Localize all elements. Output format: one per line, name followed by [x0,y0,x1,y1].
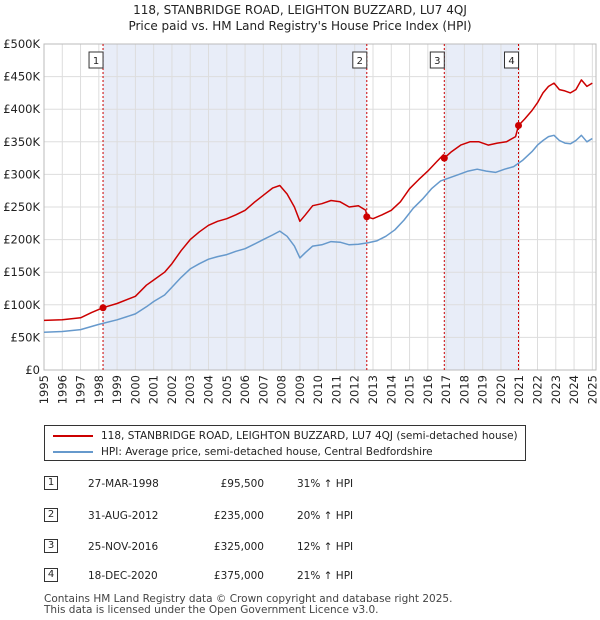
footer-copyright: Contains HM Land Registry data © Crown c… [44,593,453,605]
transaction-date: 25-NOV-2016 [88,541,159,553]
chart-legend: 118, STANBRIDGE ROAD, LEIGHTON BUZZARD, … [44,425,526,461]
price-chart: £0 £50K £100K £150K £200K £250K £300K £350K £400… [3,37,599,404]
x-tick-label: 2009 [293,375,307,404]
sale-marker-label: 3 [434,56,440,67]
x-tick-label: 2025 [585,375,599,404]
legend-item-property: 118, STANBRIDGE ROAD, LEIGHTON BUZZARD, … [53,428,518,444]
y-tick-label: £350K [3,135,40,149]
x-tick-label: 1996 [55,375,69,404]
transaction-date: 27-MAR-1998 [88,478,159,490]
y-tick-label: £50K [11,330,41,344]
sale-point [99,304,107,312]
sale-point [363,213,371,221]
chart-title-line1: 118, STANBRIDGE ROAD, LEIGHTON BUZZARD, … [133,3,467,17]
transaction-hpi: 21% ↑ HPI [297,570,354,582]
transaction-hpi: 20% ↑ HPI [297,510,354,522]
x-tick-label: 2010 [311,375,325,404]
legend-swatch-hpi [53,451,93,453]
y-tick-label: £250K [3,200,40,214]
series-line-hpi [43,134,593,333]
transaction-hpi: 31% ↑ HPI [297,478,354,490]
footer-licence: This data is licensed under the Open Gov… [44,604,379,616]
x-tick-label: 2012 [348,375,362,404]
transaction-row: 4 18-DEC-2020 £375,000 21% ↑ HPI [44,566,544,586]
series-line-property [43,79,593,322]
x-tick-label: 2014 [384,375,398,404]
legend-swatch-property [53,435,93,437]
x-tick-label: 2000 [128,375,142,404]
y-tick-label: £400K [3,102,40,116]
x-tick-label: 2004 [202,375,216,404]
x-tick-label: 1995 [37,375,51,404]
transaction-price: £235,000 [213,510,264,522]
transaction-date: 18-DEC-2020 [88,570,158,582]
x-tick-label: 2017 [439,375,453,404]
y-tick-label: £150K [3,265,40,279]
transaction-price: £95,500 [220,478,264,490]
x-tick-label: 2020 [494,375,508,404]
x-tick-label: 2018 [457,375,471,404]
plot-frame [43,43,597,371]
legend-item-hpi: HPI: Average price, semi-detached house,… [53,444,433,460]
sale-marker-box [88,51,104,69]
x-tick-label: 1998 [92,375,106,404]
transaction-badge: 4 [44,568,58,582]
transaction-price: £375,000 [213,570,264,582]
x-tick-label: 2007 [256,375,270,404]
sale-marker-label: 4 [508,56,514,67]
transaction-price: £325,000 [213,541,264,553]
y-tick-label: £100K [3,298,40,312]
sale-marker-box [504,51,520,69]
x-tick-label: 2013 [366,375,380,404]
legend-label-hpi: HPI: Average price, semi-detached house,… [101,446,433,458]
x-tick-label: 2021 [512,375,526,404]
x-tick-label: 2006 [238,375,252,404]
x-tick-label: 2022 [531,375,545,404]
transaction-hpi: 12% ↑ HPI [297,541,354,553]
y-tick-label: £450K [3,70,40,84]
transaction-row: 3 25-NOV-2016 £325,000 12% ↑ HPI [44,537,544,557]
transaction-badge: 3 [44,539,58,553]
legend-label-property: 118, STANBRIDGE ROAD, LEIGHTON BUZZARD, … [101,430,518,442]
y-tick-label: £200K [3,233,40,247]
transaction-badge: 2 [44,508,58,522]
sale-marker-box [352,51,368,69]
sale-point [440,154,448,162]
chart-title-line2: Price paid vs. HM Land Registry's House … [128,19,472,33]
x-tick-label: 1997 [74,375,88,404]
y-tick-label: £0 [25,363,40,377]
transaction-date: 31-AUG-2012 [88,510,159,522]
x-tick-label: 2003 [183,375,197,404]
sale-marker-box [429,51,445,69]
y-tick-label: £500K [3,37,40,51]
x-tick-label: 1999 [110,375,124,404]
transaction-row: 2 31-AUG-2012 £235,000 20% ↑ HPI [44,506,544,526]
transaction-badge: 1 [44,476,58,490]
sale-marker-label: 2 [357,56,363,67]
y-tick-label: £300K [3,167,40,181]
x-tick-label: 2008 [275,375,289,404]
x-tick-label: 2024 [567,375,581,404]
x-tick-label: 2002 [165,375,179,404]
transaction-row: 1 27-MAR-1998 £95,500 31% ↑ HPI [44,474,544,494]
x-tick-label: 2015 [403,375,417,404]
sale-marker-label: 1 [93,56,99,67]
sale-point [515,122,523,129]
x-tick-label: 2011 [329,375,343,404]
x-tick-label: 2005 [220,375,234,404]
x-tick-label: 2001 [147,375,161,404]
x-tick-label: 2023 [549,375,563,404]
x-tick-label: 2016 [421,375,435,404]
x-tick-label: 2019 [476,375,490,404]
